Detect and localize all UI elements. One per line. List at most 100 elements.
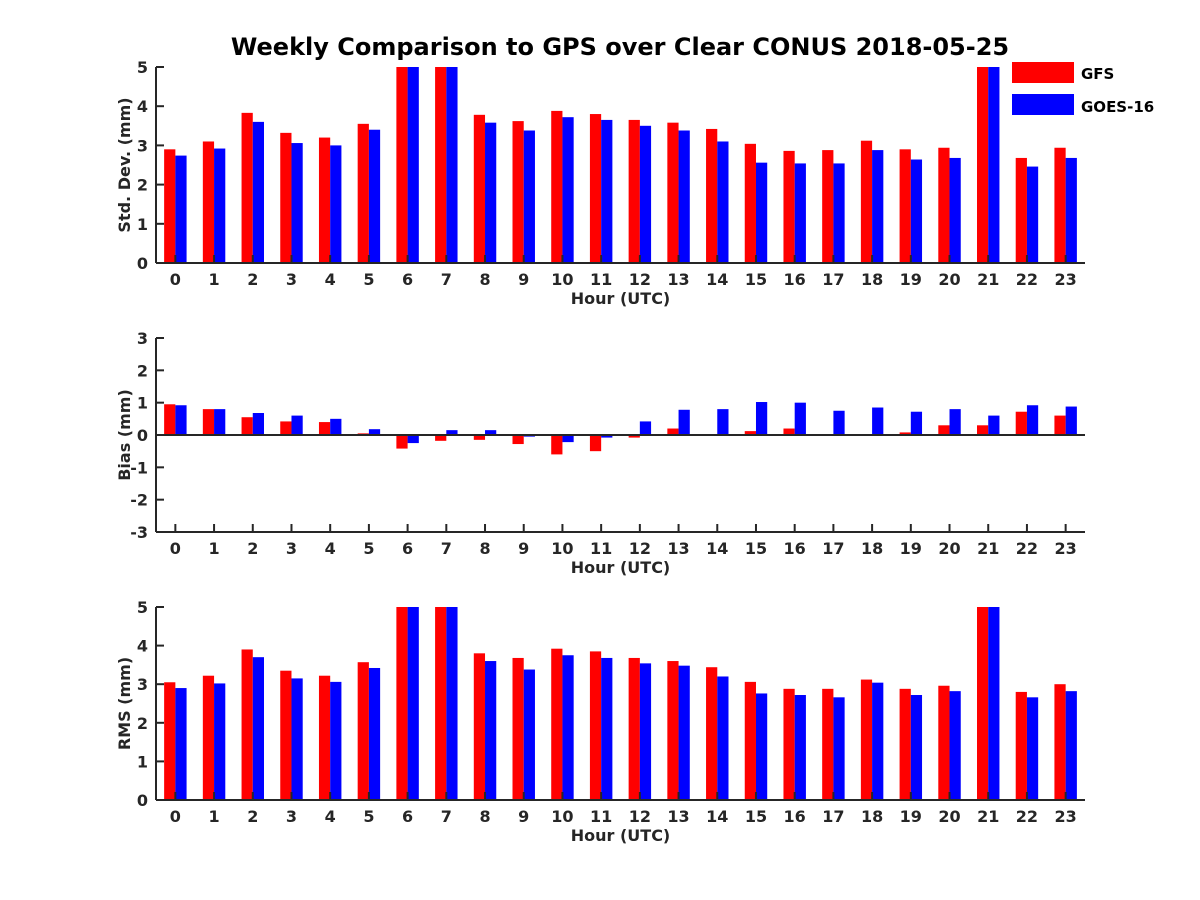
bar-bias-gfs-hour-16 (783, 428, 795, 435)
bar-rms-gfs-hour-10 (551, 648, 563, 800)
x-tick-label-std-dev: 8 (479, 270, 490, 289)
x-tick-label-std-dev: 6 (402, 270, 413, 289)
x-tick-label-bias: 22 (1016, 539, 1038, 558)
legend-label-goes16: GOES-16 (1081, 98, 1154, 116)
bar-std-dev-goes16-hour-10 (562, 117, 574, 264)
bar-std-dev-gfs-hour-1 (202, 141, 215, 263)
bar-bias-goes16-hour-6 (407, 435, 419, 444)
bar-rms-goes16-hour-7 (446, 607, 458, 800)
x-tick-label-std-dev: 10 (551, 270, 573, 289)
bar-std-dev-goes16-hour-11 (601, 119, 613, 263)
bar-bias-goes16-hour-7 (446, 430, 458, 435)
bar-std-dev-gfs-hour-14 (706, 128, 718, 263)
x-tick-label-rms: 0 (170, 807, 181, 826)
bar-rms-goes16-hour-13 (678, 665, 690, 800)
bar-bias-gfs-hour-4 (318, 422, 331, 435)
bar-bias-gfs-hour-6 (396, 435, 408, 449)
bar-rms-gfs-hour-3 (280, 670, 292, 800)
bar-rms-gfs-hour-1 (202, 675, 215, 800)
bar-std-dev-goes16-hour-22 (1026, 166, 1039, 263)
legend: GFS GOES-16 (1012, 62, 1154, 116)
x-tick-label-rms: 23 (1055, 807, 1077, 826)
x-tick-label-bias: 5 (363, 539, 374, 558)
bar-bias-gfs-hour-19 (899, 432, 911, 435)
bar-bias-gfs-hour-21 (977, 425, 989, 435)
bar-std-dev-goes16-hour-1 (214, 148, 226, 263)
bar-bias-goes16-hour-0 (175, 405, 187, 435)
x-tick-label-std-dev: 5 (363, 270, 374, 289)
bar-std-dev-gfs-hour-15 (744, 143, 756, 263)
bar-bias-goes16-hour-22 (1026, 405, 1039, 435)
x-tick-label-std-dev: 16 (784, 270, 806, 289)
bar-rms-gfs-hour-6 (396, 607, 408, 800)
y-tick-label-rms: 1 (137, 752, 148, 771)
x-tick-label-std-dev: 9 (518, 270, 529, 289)
bar-rms-goes16-hour-18 (872, 682, 884, 800)
bar-bias-gfs-hour-20 (938, 425, 950, 435)
bar-rms-gfs-hour-20 (938, 685, 950, 800)
bar-bias-goes16-hour-13 (678, 409, 690, 435)
y-tick-label-bias: -1 (130, 458, 148, 477)
y-tick-label-bias: 2 (137, 361, 148, 380)
x-tick-label-std-dev: 21 (977, 270, 999, 289)
bar-bias-gfs-hour-8 (473, 435, 486, 440)
bar-rms-goes16-hour-1 (214, 683, 226, 800)
x-tick-label-bias: 6 (402, 539, 413, 558)
bar-std-dev-goes16-hour-17 (833, 163, 845, 263)
bar-rms-goes16-hour-2 (252, 657, 264, 800)
bar-bias-gfs-hour-7 (435, 435, 447, 441)
x-tick-label-rms: 18 (861, 807, 883, 826)
bar-rms-gfs-hour-22 (1015, 691, 1027, 800)
bar-bias-gfs-hour-11 (589, 435, 602, 452)
bar-std-dev-gfs-hour-21 (977, 67, 989, 263)
x-tick-label-bias: 15 (745, 539, 767, 558)
x-tick-label-std-dev: 13 (667, 270, 689, 289)
bar-bias-goes16-hour-12 (639, 421, 652, 435)
bar-std-dev-gfs-hour-2 (241, 112, 253, 263)
bar-std-dev-gfs-hour-11 (589, 114, 602, 263)
bar-std-dev-goes16-hour-16 (794, 163, 806, 263)
x-tick-label-std-dev: 11 (590, 270, 612, 289)
x-tick-label-std-dev: 15 (745, 270, 767, 289)
bar-bias-goes16-hour-18 (872, 407, 884, 435)
x-tick-label-bias: 20 (938, 539, 960, 558)
bar-std-dev-gfs-hour-16 (783, 150, 795, 263)
bar-std-dev-gfs-hour-13 (667, 122, 679, 263)
x-tick-label-rms: 22 (1016, 807, 1038, 826)
bar-std-dev-goes16-hour-2 (252, 121, 264, 263)
x-tick-label-bias: 4 (325, 539, 336, 558)
y-tick-label-std-dev: 2 (137, 176, 148, 195)
bar-bias-gfs-hour-3 (280, 421, 292, 435)
x-tick-label-bias: 17 (822, 539, 844, 558)
bar-bias-goes16-hour-11 (601, 435, 613, 438)
bar-std-dev-gfs-hour-6 (396, 67, 408, 263)
bar-rms-goes16-hour-8 (485, 661, 497, 800)
bar-rms-gfs-hour-8 (473, 653, 486, 800)
x-tick-label-bias: 9 (518, 539, 529, 558)
x-tick-label-rms: 10 (551, 807, 573, 826)
bar-std-dev-goes16-hour-13 (678, 130, 690, 263)
bar-rms-goes16-hour-14 (717, 676, 729, 800)
x-tick-label-rms: 4 (325, 807, 336, 826)
bar-rms-goes16-hour-17 (833, 697, 845, 800)
x-tick-label-std-dev: 17 (822, 270, 844, 289)
x-tick-label-rms: 13 (667, 807, 689, 826)
bar-bias-gfs-hour-0 (164, 404, 176, 435)
y-tick-label-rms: 0 (137, 791, 148, 810)
bar-std-dev-gfs-hour-19 (899, 149, 911, 263)
x-tick-label-std-dev: 18 (861, 270, 883, 289)
bar-rms-goes16-hour-16 (794, 695, 806, 800)
x-axis-title-rms: Hour (UTC) (571, 826, 671, 845)
bar-bias-goes16-hour-23 (1065, 406, 1077, 435)
bar-rms-goes16-hour-11 (601, 657, 613, 800)
x-tick-label-std-dev: 14 (706, 270, 728, 289)
bar-std-dev-goes16-hour-7 (446, 67, 458, 263)
x-tick-label-bias: 16 (784, 539, 806, 558)
bar-bias-goes16-hour-16 (794, 402, 806, 435)
x-tick-label-rms: 16 (784, 807, 806, 826)
bar-bias-gfs-hour-15 (744, 431, 756, 435)
bar-std-dev-gfs-hour-23 (1054, 147, 1066, 263)
